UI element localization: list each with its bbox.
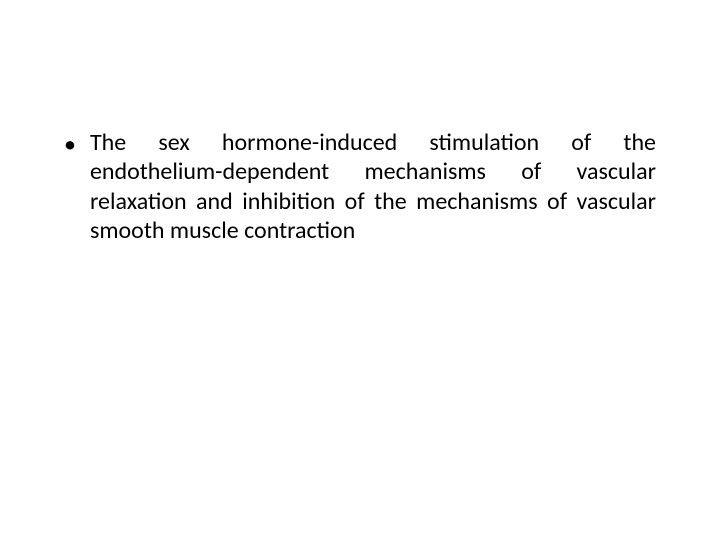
bullet-item: • The sex hormone-induced stimulation of…: [64, 128, 656, 245]
bullet-marker-icon: •: [64, 130, 76, 159]
bullet-text: The sex hormone-induced stimulation of t…: [90, 128, 656, 245]
slide-content: • The sex hormone-induced stimulation of…: [64, 128, 656, 245]
